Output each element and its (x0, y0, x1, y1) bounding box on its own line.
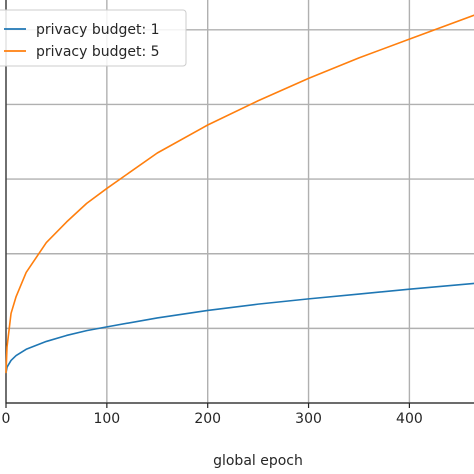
legend-box (0, 9, 187, 67)
series-line-2 (5, 14, 474, 374)
x-ticks: 0 100 200 300 400 (2, 403, 423, 427)
x-axis-label: global epoch (213, 453, 303, 469)
legend-label-1: privacy budget: 1 (36, 22, 160, 38)
legend: privacy budget: 1 privacy budget: 5 (0, 9, 187, 67)
x-tick-label: 0 (2, 411, 11, 427)
series-lines (5, 14, 474, 374)
x-tick-label: 100 (93, 411, 120, 427)
legend-label-2: privacy budget: 5 (36, 44, 160, 60)
plot-frame (5, 0, 474, 404)
series-line-1 (5, 282, 474, 374)
x-tick-label: 200 (194, 411, 221, 427)
x-tick-label: 400 (396, 411, 423, 427)
x-tick-label: 300 (295, 411, 322, 427)
